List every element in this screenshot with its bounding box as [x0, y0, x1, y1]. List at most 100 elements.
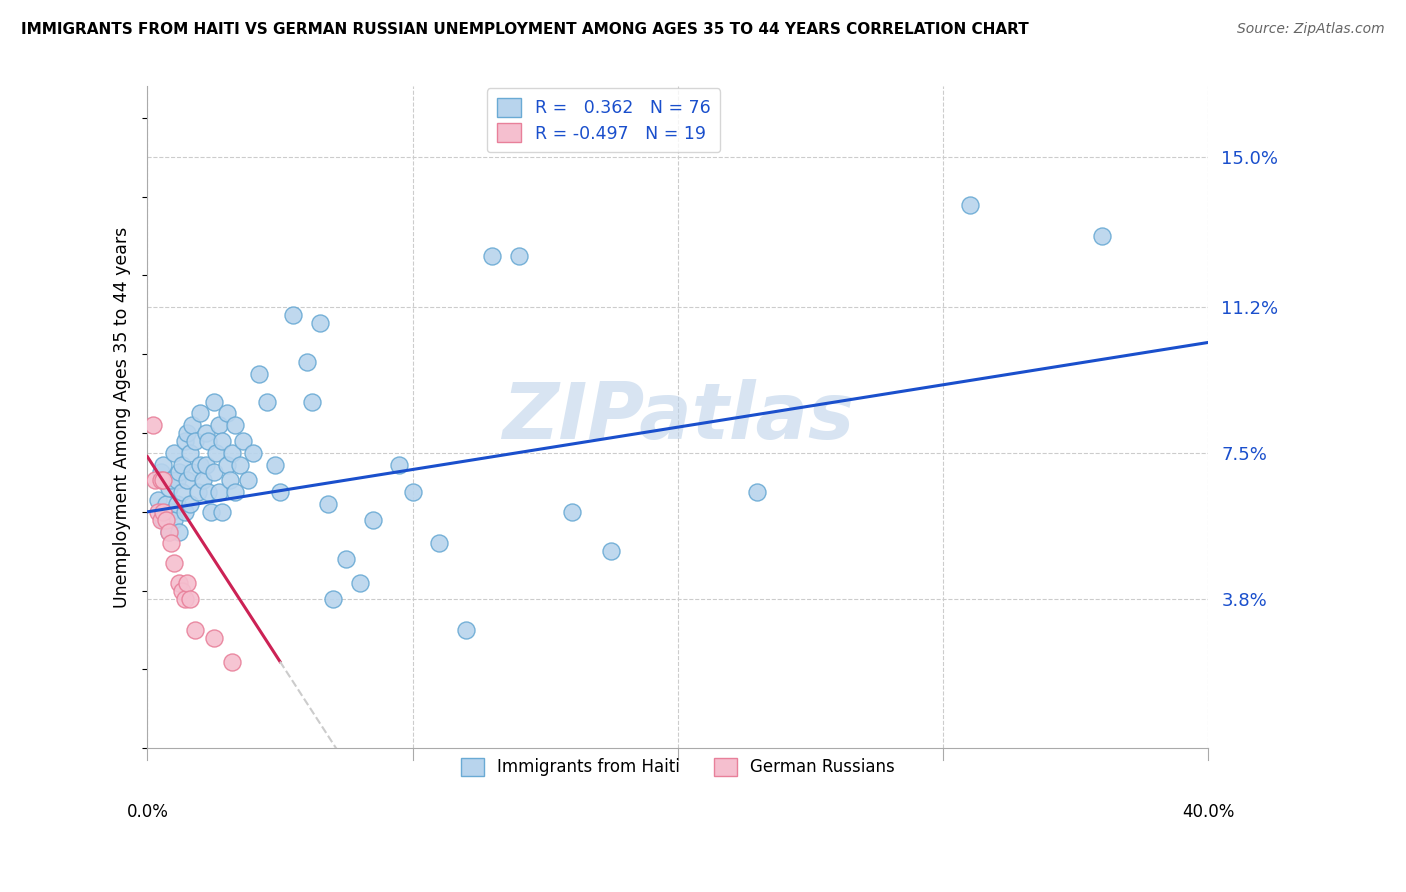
- Point: [155, 513, 177, 527]
- Point: [247, 367, 270, 381]
- Point: [388, 458, 411, 472]
- Point: [242, 446, 264, 460]
- Point: [181, 418, 204, 433]
- Point: [170, 458, 193, 472]
- Point: [173, 505, 195, 519]
- Point: [160, 505, 183, 519]
- Point: [202, 466, 225, 480]
- Point: [155, 497, 177, 511]
- Point: [152, 505, 174, 519]
- Point: [361, 513, 384, 527]
- Point: [184, 623, 207, 637]
- Point: [600, 544, 623, 558]
- Point: [191, 473, 214, 487]
- Point: [166, 497, 188, 511]
- Point: [232, 434, 254, 448]
- Point: [211, 505, 233, 519]
- Point: [221, 446, 243, 460]
- Point: [149, 466, 172, 480]
- Point: [176, 473, 198, 487]
- Point: [166, 473, 188, 487]
- Point: [747, 485, 769, 500]
- Point: [202, 631, 225, 645]
- Point: [322, 591, 344, 606]
- Point: [157, 524, 180, 539]
- Point: [481, 249, 503, 263]
- Point: [190, 458, 212, 472]
- Text: IMMIGRANTS FROM HAITI VS GERMAN RUSSIAN UNEMPLOYMENT AMONG AGES 35 TO 44 YEARS C: IMMIGRANTS FROM HAITI VS GERMAN RUSSIAN …: [21, 22, 1029, 37]
- Point: [208, 485, 231, 500]
- Point: [238, 473, 260, 487]
- Text: Source: ZipAtlas.com: Source: ZipAtlas.com: [1237, 22, 1385, 37]
- Point: [149, 473, 172, 487]
- Point: [427, 536, 450, 550]
- Point: [152, 458, 174, 472]
- Point: [218, 473, 240, 487]
- Point: [167, 466, 190, 480]
- Point: [295, 355, 318, 369]
- Point: [143, 473, 166, 487]
- Point: [176, 425, 198, 440]
- Point: [401, 485, 423, 500]
- Point: [160, 473, 183, 487]
- Point: [152, 513, 174, 527]
- Point: [215, 458, 238, 472]
- Point: [173, 434, 195, 448]
- Point: [197, 434, 219, 448]
- Point: [184, 434, 207, 448]
- Point: [269, 485, 291, 500]
- Point: [256, 394, 278, 409]
- Legend: Immigrants from Haiti, German Russians: Immigrants from Haiti, German Russians: [454, 751, 901, 783]
- Point: [197, 485, 219, 500]
- Point: [283, 308, 305, 322]
- Point: [157, 524, 180, 539]
- Point: [149, 513, 172, 527]
- Point: [179, 446, 201, 460]
- Point: [224, 418, 246, 433]
- Point: [176, 575, 198, 590]
- Point: [181, 466, 204, 480]
- Point: [187, 485, 209, 500]
- Point: [349, 575, 371, 590]
- Point: [152, 473, 174, 487]
- Point: [163, 556, 186, 570]
- Point: [170, 485, 193, 500]
- Y-axis label: Unemployment Among Ages 35 to 44 years: Unemployment Among Ages 35 to 44 years: [114, 227, 131, 608]
- Point: [194, 458, 217, 472]
- Point: [221, 655, 243, 669]
- Point: [173, 591, 195, 606]
- Point: [301, 394, 323, 409]
- Point: [170, 583, 193, 598]
- Point: [146, 505, 169, 519]
- Point: [157, 481, 180, 495]
- Point: [208, 418, 231, 433]
- Point: [508, 249, 530, 263]
- Point: [179, 497, 201, 511]
- Text: 0.0%: 0.0%: [127, 804, 169, 822]
- Point: [190, 406, 212, 420]
- Point: [959, 197, 981, 211]
- Point: [142, 418, 165, 433]
- Point: [1091, 229, 1114, 244]
- Point: [224, 485, 246, 500]
- Point: [167, 575, 190, 590]
- Point: [308, 316, 330, 330]
- Point: [205, 446, 228, 460]
- Point: [202, 394, 225, 409]
- Point: [167, 524, 190, 539]
- Text: ZIPatlas: ZIPatlas: [502, 379, 853, 455]
- Point: [335, 552, 357, 566]
- Point: [200, 505, 222, 519]
- Point: [146, 493, 169, 508]
- Point: [179, 591, 201, 606]
- Point: [229, 458, 252, 472]
- Point: [561, 505, 583, 519]
- Point: [454, 623, 477, 637]
- Point: [215, 406, 238, 420]
- Point: [211, 434, 233, 448]
- Point: [163, 513, 186, 527]
- Point: [160, 536, 183, 550]
- Point: [194, 425, 217, 440]
- Point: [263, 458, 285, 472]
- Point: [316, 497, 339, 511]
